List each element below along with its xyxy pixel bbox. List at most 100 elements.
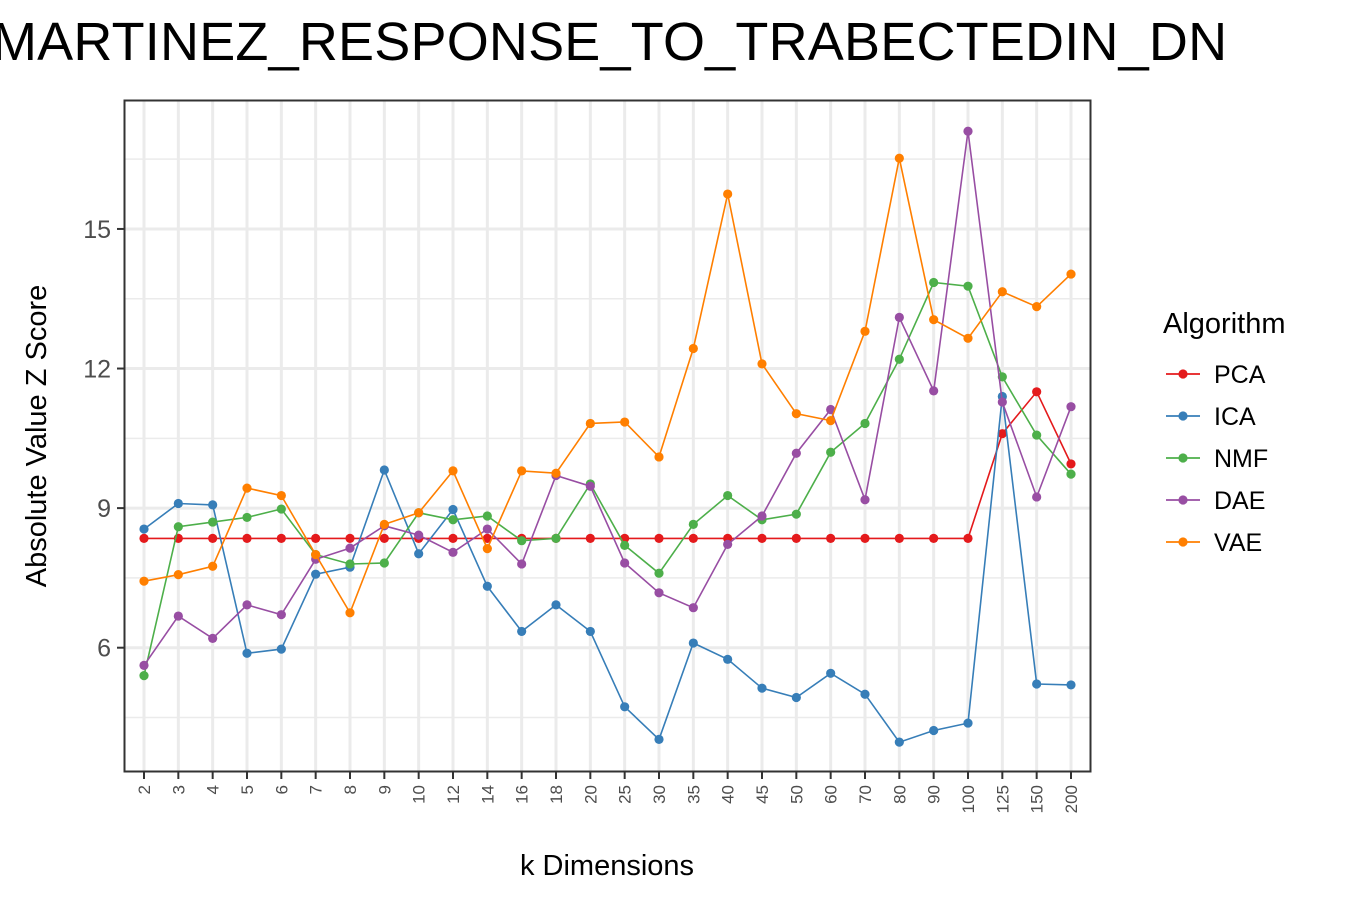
series-line-dae bbox=[143, 131, 1072, 666]
x-tick-label: 3 bbox=[169, 785, 188, 794]
data-point-pca bbox=[208, 533, 218, 543]
data-point-vae bbox=[963, 333, 973, 343]
x-tick-label: 25 bbox=[616, 785, 635, 804]
data-point-ica bbox=[242, 648, 252, 658]
data-point-vae bbox=[860, 326, 870, 336]
data-point-dae bbox=[654, 588, 664, 598]
series-line-nmf bbox=[143, 281, 1072, 676]
data-point-dae bbox=[826, 404, 836, 415]
data-point-vae bbox=[654, 452, 664, 462]
x-tick-label: 12 bbox=[444, 785, 463, 804]
x-tick-label: 2 bbox=[135, 785, 154, 794]
series-pca bbox=[139, 387, 1076, 543]
data-point-dae bbox=[173, 611, 183, 621]
x-tick-label: 45 bbox=[753, 785, 772, 804]
grid bbox=[125, 101, 1090, 771]
data-point-nmf bbox=[482, 511, 492, 521]
data-point-pca bbox=[654, 533, 664, 543]
data-point-vae bbox=[517, 466, 527, 476]
data-point-vae bbox=[414, 508, 424, 518]
data-point-pca bbox=[688, 533, 698, 543]
data-point-vae bbox=[723, 189, 733, 199]
data-point-vae bbox=[1066, 269, 1076, 279]
y-axis-title: Absolute Value Z Score bbox=[21, 285, 53, 588]
plot-panel-border bbox=[123, 99, 1092, 773]
y-tick-label: 6 bbox=[97, 635, 111, 663]
data-point-ica bbox=[551, 600, 561, 610]
series-vae bbox=[139, 153, 1076, 618]
series-nmf bbox=[139, 277, 1076, 681]
data-point-vae bbox=[311, 550, 321, 560]
x-tick-label: 125 bbox=[993, 785, 1012, 813]
data-point-dae bbox=[482, 524, 492, 534]
series-line-ica bbox=[143, 396, 1072, 744]
legend-item-vae: VAE bbox=[1166, 529, 1262, 557]
series-ica bbox=[139, 391, 1076, 747]
data-point-pca bbox=[826, 533, 836, 543]
x-tick-label: 200 bbox=[1062, 785, 1081, 813]
data-point-dae bbox=[929, 386, 939, 396]
data-point-dae bbox=[585, 481, 595, 491]
data-point-vae bbox=[1032, 302, 1042, 312]
legend-item-ica: ICA bbox=[1166, 403, 1256, 431]
data-point-nmf bbox=[1066, 469, 1076, 479]
data-point-pca bbox=[448, 533, 458, 543]
x-tick-label: 18 bbox=[547, 785, 566, 804]
data-point-pca bbox=[242, 533, 252, 543]
data-point-ica bbox=[517, 626, 527, 637]
data-point-ica bbox=[414, 549, 424, 559]
data-point-ica bbox=[173, 498, 183, 509]
data-point-vae bbox=[208, 561, 218, 571]
data-point-ica bbox=[791, 692, 801, 703]
data-point-ica bbox=[448, 504, 458, 515]
data-point-dae bbox=[791, 448, 801, 458]
data-point-vae bbox=[448, 466, 458, 476]
data-point-ica bbox=[620, 702, 630, 712]
data-point-vae bbox=[997, 287, 1007, 297]
data-point-nmf bbox=[929, 277, 939, 288]
x-tick-label: 35 bbox=[684, 785, 703, 804]
data-point-nmf bbox=[139, 671, 149, 681]
legend-key-point bbox=[1178, 411, 1188, 421]
data-point-nmf bbox=[826, 447, 836, 457]
data-point-pca bbox=[139, 533, 149, 543]
data-point-nmf bbox=[860, 418, 870, 429]
legend-key-point bbox=[1178, 369, 1188, 379]
data-point-nmf bbox=[654, 568, 664, 578]
data-point-ica bbox=[585, 626, 595, 637]
data-point-ica bbox=[826, 668, 836, 678]
data-point-ica bbox=[929, 725, 939, 736]
data-point-nmf bbox=[208, 517, 218, 527]
data-point-dae bbox=[414, 530, 424, 540]
data-point-dae bbox=[208, 633, 218, 643]
data-point-vae bbox=[242, 483, 252, 493]
data-point-dae bbox=[723, 539, 733, 550]
data-point-nmf bbox=[517, 536, 527, 546]
y-tick-label: 9 bbox=[97, 495, 111, 523]
data-point-ica bbox=[139, 524, 149, 534]
data-point-pca bbox=[963, 533, 973, 543]
data-point-nmf bbox=[791, 509, 801, 519]
data-point-ica bbox=[276, 644, 286, 654]
data-point-vae bbox=[894, 153, 904, 163]
data-point-vae bbox=[173, 570, 183, 580]
data-point-pca bbox=[894, 533, 904, 543]
data-point-dae bbox=[894, 312, 904, 322]
data-point-ica bbox=[757, 683, 767, 693]
data-point-nmf bbox=[448, 515, 458, 525]
chart-title: MARTINEZ_RESPONSE_TO_TRABECTEDIN_DN bbox=[0, 12, 1228, 72]
data-point-pca bbox=[585, 533, 595, 543]
data-point-vae bbox=[826, 416, 836, 426]
x-tick-label: 4 bbox=[204, 785, 223, 794]
x-tick-label: 14 bbox=[478, 785, 497, 804]
legend: Algorithm PCA ICA NMF DAE VAE bbox=[1163, 308, 1286, 557]
data-point-ica bbox=[1066, 680, 1076, 690]
data-point-dae bbox=[620, 558, 630, 568]
data-point-nmf bbox=[688, 519, 698, 530]
data-point-ica bbox=[723, 654, 733, 664]
data-point-pca bbox=[345, 533, 355, 543]
x-tick-label: 150 bbox=[1028, 785, 1047, 813]
data-point-nmf bbox=[242, 512, 252, 523]
x-tick-label: 40 bbox=[719, 785, 738, 804]
data-point-pca bbox=[1066, 459, 1076, 469]
